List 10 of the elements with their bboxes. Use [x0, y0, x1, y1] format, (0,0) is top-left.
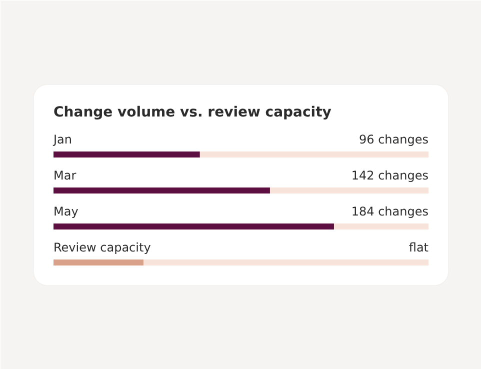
y-tick-label: Review capacity	[54, 240, 151, 254]
chart-title: Change volume vs. review capacity	[54, 104, 332, 120]
y-tick-label: Jan	[52, 132, 72, 146]
data-label: 96 changes	[359, 132, 428, 146]
y-tick-label: May	[54, 204, 78, 218]
data-label: 142 changes	[351, 168, 429, 182]
y-tick-label: Mar	[54, 168, 76, 182]
data-label: 184 changes	[351, 204, 429, 218]
bar	[54, 260, 144, 266]
data-label: flat	[408, 240, 429, 254]
